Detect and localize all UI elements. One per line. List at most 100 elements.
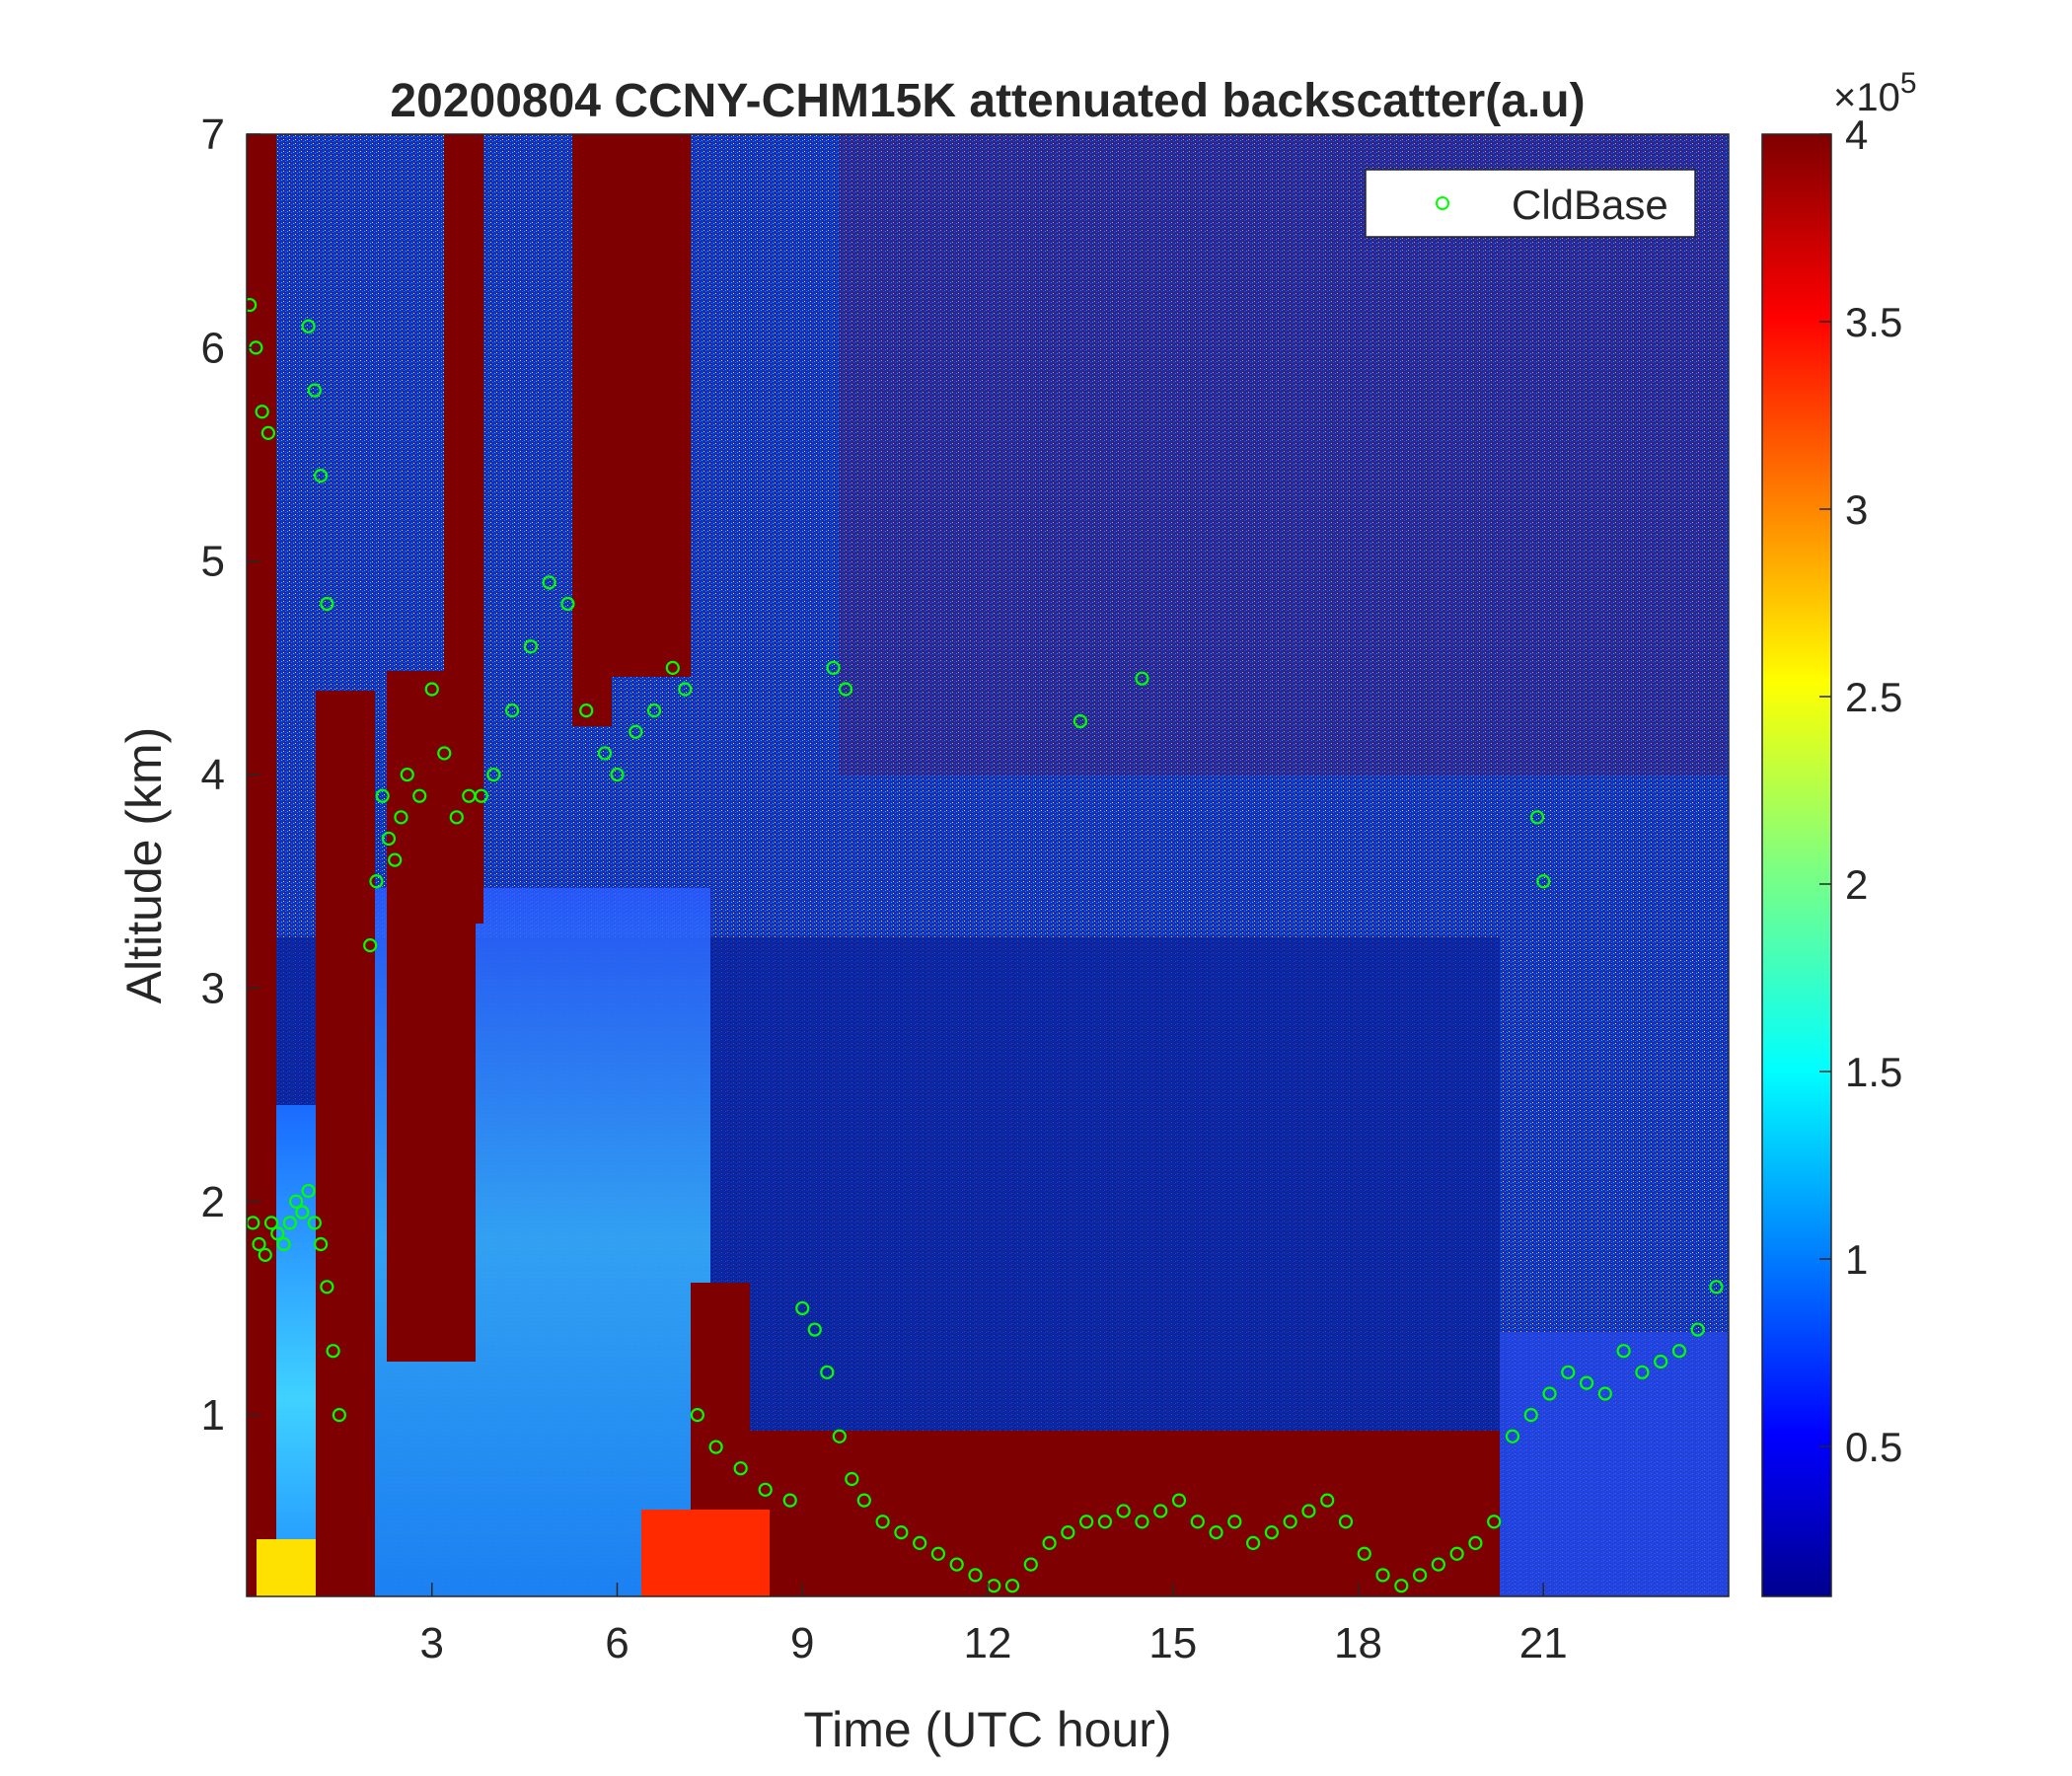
cloud-base-point xyxy=(1171,1493,1187,1508)
cloud-base-point xyxy=(247,297,258,313)
cloud-base-point xyxy=(1542,1386,1557,1401)
chart-title: 20200804 CCNY-CHM15K attenuated backscat… xyxy=(390,75,1585,127)
cloud-base-point xyxy=(708,1440,723,1454)
lowlevel-blue xyxy=(1500,1332,1729,1596)
cloud-base-point xyxy=(913,1535,927,1551)
colorbar-ticks: 0.5 1 1.5 2 2.5 3 3.5 4 xyxy=(1819,111,1902,1470)
cloud-base-point xyxy=(678,682,693,697)
cloud-base-point xyxy=(1153,1504,1168,1518)
x-tick-label: 3 xyxy=(420,1619,444,1667)
cloud-base-point xyxy=(295,1205,310,1220)
cloud-base-point xyxy=(629,724,643,739)
colorbar: 0.5 1 1.5 2 2.5 3 3.5 4 ×105 xyxy=(1761,67,1917,1597)
cloud-base-point xyxy=(1042,1535,1057,1551)
cloud-base-point xyxy=(1264,1524,1279,1540)
cloud-base-point xyxy=(394,810,408,825)
x-axis-label: Time (UTC hour) xyxy=(803,1702,1171,1757)
cloud-base-point xyxy=(795,1300,810,1316)
cloud-base-point xyxy=(1073,713,1087,729)
plot-area xyxy=(247,134,1729,1596)
cloud-base-point xyxy=(1487,1515,1502,1529)
cloud-base-point xyxy=(1616,1344,1631,1359)
colorbar-tick-label: 3 xyxy=(1845,486,1868,533)
y-axis-ticks: 1 2 3 4 5 6 7 xyxy=(201,111,260,1440)
cloud-base-point xyxy=(449,810,464,825)
cloud-base-point xyxy=(1709,1280,1724,1295)
cloud-base-point xyxy=(363,938,378,953)
cloud-base-point xyxy=(1246,1535,1261,1551)
cloud-base-point xyxy=(690,1408,704,1423)
cloud-base-point xyxy=(301,1183,316,1199)
cloud-base-point xyxy=(523,639,538,654)
y-tick-label: 5 xyxy=(201,538,225,586)
colorbar-multiplier-exp: 5 xyxy=(1900,67,1917,100)
legend-box xyxy=(1365,169,1696,238)
cloud-base-point xyxy=(314,1236,329,1252)
cloud-base-point xyxy=(560,596,575,612)
y-tick-label: 1 xyxy=(201,1391,225,1440)
cloud-base-point xyxy=(474,788,488,803)
cloud-base-point xyxy=(610,767,625,782)
cloud-base-point xyxy=(807,1322,822,1337)
cloud-base-point xyxy=(375,788,390,803)
cloud-base-point xyxy=(288,1194,304,1209)
cloud-base-point xyxy=(1505,1429,1520,1443)
y-tick-label: 7 xyxy=(201,111,225,159)
cloud-base-point xyxy=(1079,1515,1094,1529)
cloud-base-point xyxy=(782,1493,797,1508)
colorbar-tick-label: 0.5 xyxy=(1845,1424,1902,1470)
cloud-base-point xyxy=(255,405,269,419)
cloud-base-point xyxy=(1561,1365,1576,1379)
legend: CldBase xyxy=(1365,169,1696,238)
cloud-base-point xyxy=(252,1236,266,1252)
cloud-base-point xyxy=(1338,1515,1354,1529)
cloud-base-point xyxy=(1579,1375,1594,1390)
cloud-column-1 xyxy=(247,134,276,1596)
colorbar-tick-label: 4 xyxy=(1845,111,1868,158)
cloud-base-point xyxy=(845,1471,859,1487)
cloud-base-point xyxy=(820,1365,835,1379)
cloud-base-point xyxy=(1135,1515,1149,1529)
x-tick-label: 15 xyxy=(1148,1619,1197,1667)
x-axis-ticks: 3 6 9 12 15 18 21 xyxy=(420,1583,1568,1667)
cloud-base-point xyxy=(1209,1524,1223,1540)
cloud-base-point xyxy=(260,425,276,440)
cloud-base-point xyxy=(665,660,680,675)
cloud-base-point xyxy=(400,767,414,782)
cloud-base-point xyxy=(276,1236,291,1252)
cloud-base-point xyxy=(1529,810,1545,825)
cloud-base-point xyxy=(1394,1579,1409,1593)
y-tick-label: 6 xyxy=(201,324,225,372)
cloud-base-point xyxy=(307,1216,322,1230)
cloud-column-2 xyxy=(316,691,375,1596)
x-tick-label: 6 xyxy=(605,1619,629,1667)
cloud-base-point xyxy=(388,852,403,867)
cloud-base-point xyxy=(894,1524,909,1540)
surface-yellow xyxy=(257,1539,316,1596)
cloud-base-point xyxy=(579,703,594,718)
cloud-base-point xyxy=(326,1344,340,1359)
legend-marker xyxy=(1436,196,1449,210)
cloud-base-point xyxy=(1135,671,1149,686)
cloud-base-point xyxy=(437,746,452,761)
cloud-base-point xyxy=(758,1482,773,1497)
y-tick-label: 3 xyxy=(201,964,225,1012)
cloud-base-point xyxy=(412,788,427,803)
cloud-base-point xyxy=(826,660,841,675)
cloud-base-point xyxy=(1320,1493,1335,1508)
cloud-base-point xyxy=(1375,1568,1390,1583)
cloud-base-point xyxy=(314,469,329,483)
cloud-base-point xyxy=(968,1568,983,1583)
upper-noise-tint xyxy=(839,134,1727,776)
cloud-column-4 xyxy=(444,134,483,924)
x-tick-label: 12 xyxy=(964,1619,1012,1667)
cloud-base-point xyxy=(1004,1579,1020,1593)
cloud-base-point xyxy=(320,1280,334,1295)
x-tick-label: 9 xyxy=(790,1619,814,1667)
y-axis-label: Altitude (km) xyxy=(116,727,172,1004)
cloud-base-point xyxy=(838,682,853,697)
cloud-base-point xyxy=(307,383,322,398)
cloud-base-point xyxy=(1283,1515,1297,1529)
cloud-base-point xyxy=(542,575,556,590)
